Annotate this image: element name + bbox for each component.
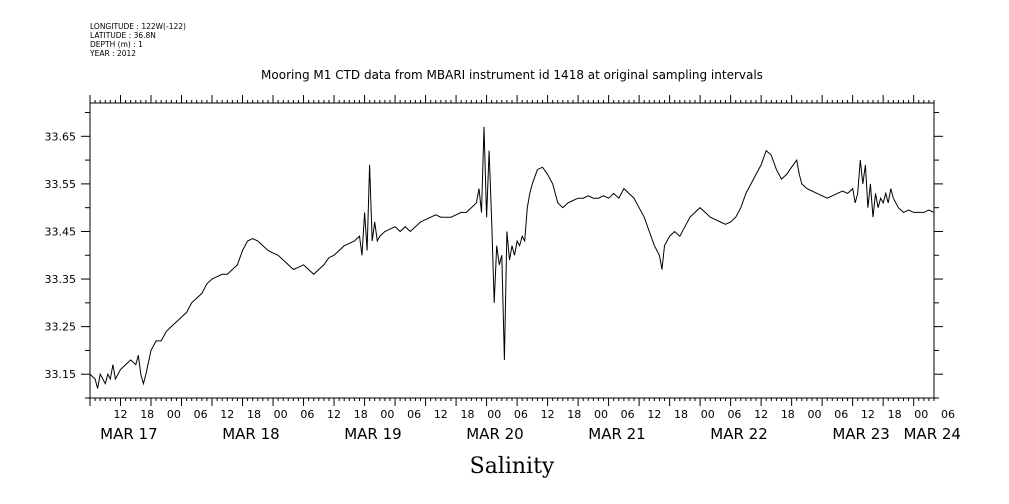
x-tick-label: 00 — [380, 408, 394, 421]
x-tick-label: 18 — [567, 408, 581, 421]
x-tick-label: 12 — [434, 408, 448, 421]
x-tick-label: 00 — [914, 408, 928, 421]
y-tick-label: 33.45 — [45, 225, 77, 238]
x-tick-label: 00 — [487, 408, 501, 421]
x-day-labels: MAR 17 MAR 18 MAR 19 MAR 20 MAR 21 MAR 22 MAR … — [100, 425, 961, 443]
x-tick-label: 06 — [514, 408, 528, 421]
x-tick-label: 12 — [541, 408, 555, 421]
y-tick-label: 33.65 — [45, 130, 77, 143]
depth-text: DEPTH (m) : 1 — [90, 40, 143, 49]
x-day-label: MAR 24 — [903, 425, 960, 443]
x-tick-label: 18 — [354, 408, 368, 421]
y-tick-label: 33.15 — [45, 368, 77, 381]
x-tick-label: 00 — [274, 408, 288, 421]
x-tick-label: 12 — [861, 408, 875, 421]
x-day-label: MAR 23 — [832, 425, 889, 443]
x-tick-label: 12 — [327, 408, 341, 421]
x-tick-label: 12 — [647, 408, 661, 421]
metadata-block: LONGITUDE : 122W(-122) LATITUDE : 36.8N … — [90, 22, 186, 58]
plot-frame — [89, 102, 935, 399]
x-tick-label: 00 — [594, 408, 608, 421]
x-day-label: MAR 19 — [344, 425, 401, 443]
x-tick-label: 12 — [754, 408, 768, 421]
x-tick-label: 18 — [461, 408, 475, 421]
y-tick-label: 33.55 — [45, 178, 77, 191]
axis-ticks — [81, 95, 943, 406]
x-tick-label: 06 — [727, 408, 741, 421]
chart-title: Mooring M1 CTD data from MBARI instrumen… — [261, 68, 763, 82]
x-tick-label: 18 — [888, 408, 902, 421]
salinity-series-line — [89, 126, 935, 389]
x-tick-label: 06 — [194, 408, 208, 421]
x-tick-label: 06 — [834, 408, 848, 421]
x-tick-label: 06 — [941, 408, 955, 421]
y-tick-label: 33.35 — [45, 273, 77, 286]
x-day-label: MAR 20 — [466, 425, 523, 443]
x-tick-label: 18 — [674, 408, 688, 421]
x-tick-label: 12 — [220, 408, 234, 421]
latitude-text: LATITUDE : 36.8N — [90, 31, 156, 40]
x-day-label: MAR 21 — [588, 425, 645, 443]
x-tick-label: 18 — [781, 408, 795, 421]
x-tick-label: 06 — [407, 408, 421, 421]
x-tick-label: 18 — [247, 408, 261, 421]
x-tick-label: 06 — [300, 408, 314, 421]
x-tick-label: 12 — [114, 408, 128, 421]
x-tick-label: 00 — [167, 408, 181, 421]
x-tick-label: 18 — [140, 408, 154, 421]
x-tick-labels: 12 18 00 06 12 18 00 06 12 18 00 06 12 18 00 06 12 18 00 06… — [114, 408, 955, 421]
x-day-label: MAR 18 — [222, 425, 279, 443]
x-tick-label: 00 — [701, 408, 715, 421]
x-day-label: MAR 17 — [100, 425, 157, 443]
year-text: YEAR : 2012 — [90, 49, 137, 58]
y-tick-label: 33.25 — [45, 321, 77, 334]
longitude-text: LONGITUDE : 122W(-122) — [90, 22, 186, 31]
x-day-label: MAR 22 — [710, 425, 767, 443]
x-tick-label: 00 — [808, 408, 822, 421]
x-axis-label: Salinity — [469, 454, 555, 479]
x-tick-label: 06 — [621, 408, 635, 421]
y-tick-labels: 33.15 33.25 33.35 33.45 33.55 33.65 — [45, 130, 77, 381]
